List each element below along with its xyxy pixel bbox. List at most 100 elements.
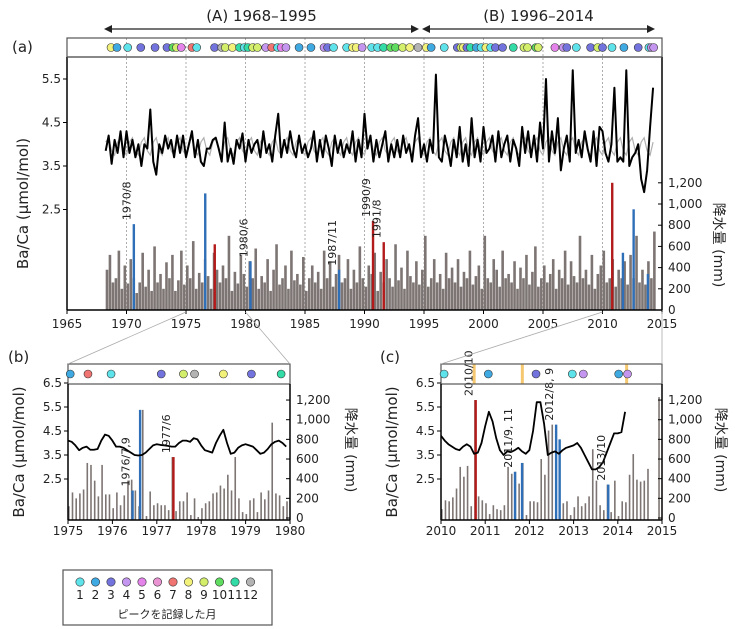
precip-bar — [406, 250, 409, 310]
precip-bar — [456, 259, 460, 310]
precip-bar — [444, 252, 448, 310]
precip-bar — [533, 501, 535, 520]
peak-month-dot — [357, 43, 367, 52]
legend-caption: ピークを記録した月 — [118, 607, 217, 621]
seasonal-fit-line — [105, 136, 654, 157]
peak-annotation: 2011/9, 11 — [502, 408, 515, 468]
precip-bar — [370, 273, 374, 310]
plot-area — [441, 364, 660, 520]
peak-month-dot — [623, 369, 632, 379]
precip-bar — [554, 288, 558, 310]
precip-bar — [242, 273, 246, 310]
panel-b: (b) 1976/7,9 1977/6 1975 1976 1977 1978 1979 198… — [8, 348, 358, 538]
y2-tick-label: 1,200 — [668, 393, 702, 407]
legend-month-label: 10 — [212, 588, 227, 602]
legend-month-dot — [137, 577, 147, 587]
precip-bar — [453, 282, 457, 310]
precip-bar — [426, 286, 430, 310]
precip-bar — [572, 276, 576, 310]
y2-axis-label: 降水量 (mm) — [710, 203, 726, 288]
peak-month-dot — [550, 43, 560, 52]
precip-bar — [86, 462, 89, 520]
precip-bar — [620, 278, 623, 310]
precip-bar — [355, 282, 359, 310]
precip-bar — [75, 498, 77, 520]
peak-month-dot — [391, 43, 400, 52]
highlighted-precip-bar — [213, 244, 216, 310]
precip-bar — [352, 269, 356, 310]
highlighted-precip-bar — [131, 490, 134, 520]
precip-bar — [97, 496, 100, 520]
precip-bar — [603, 510, 605, 520]
precip-bar — [153, 246, 156, 310]
precip-bar — [266, 259, 269, 310]
precip-bar — [219, 485, 222, 520]
precip-bar — [485, 503, 487, 520]
precip-bar — [260, 276, 263, 310]
precip-bar — [623, 261, 626, 310]
precip-bar — [575, 282, 579, 310]
precip-bar — [201, 508, 203, 520]
peak-month-dot — [508, 43, 518, 52]
precip-bar — [519, 267, 522, 310]
peak-month-dot — [247, 369, 256, 379]
precip-bar — [614, 480, 616, 520]
highlighted-precip-bar — [646, 273, 650, 310]
precip-bar — [551, 424, 554, 520]
peak-month-dot — [190, 369, 199, 379]
precip-bar — [528, 284, 531, 310]
precip-bar — [543, 265, 546, 310]
precip-bar — [319, 288, 323, 310]
highlighted-precip-bar — [138, 409, 142, 520]
legend-month-label: 5 — [138, 588, 146, 602]
precip-bar — [488, 514, 491, 520]
precip-bar — [272, 269, 275, 310]
precip-bar — [234, 457, 237, 520]
peak-month-dot — [228, 43, 237, 52]
precip-bar — [628, 474, 631, 520]
precip-bar — [168, 278, 171, 310]
y-axis-label: Ba/Ca (μmol/mol) — [10, 386, 28, 517]
precip-bar — [108, 254, 112, 310]
highlighted-precip-bar — [513, 471, 517, 520]
precip-bar — [129, 259, 133, 310]
peak-month-dot — [306, 43, 316, 52]
y-tick-label: 4.5 — [43, 424, 62, 438]
peak-month-dot — [106, 369, 116, 379]
precip-bar — [438, 273, 442, 310]
highlighted-precip-bar — [132, 224, 136, 310]
precip-bar — [507, 466, 509, 520]
precip-bar — [653, 231, 656, 310]
precip-bar — [120, 288, 124, 310]
precip-bar — [614, 286, 617, 310]
precip-bar — [587, 284, 591, 310]
precip-bar — [632, 454, 635, 520]
precip-bar — [307, 278, 311, 310]
precip-bar — [625, 502, 627, 520]
precip-bar — [159, 273, 162, 310]
y2-tick-label: 400 — [668, 472, 691, 486]
precip-bar — [638, 282, 641, 310]
precip-bar — [286, 501, 288, 520]
precip-bar — [503, 505, 506, 520]
peak-month-dot — [65, 369, 75, 379]
precip-bar — [208, 501, 211, 520]
precip-bar — [164, 505, 166, 520]
x-tick-label: 2000 — [468, 317, 499, 331]
precip-bar — [471, 284, 475, 310]
ba-ca-line — [441, 401, 626, 471]
precip-bar — [245, 514, 248, 520]
precip-bar — [470, 506, 473, 520]
precip-bar — [563, 250, 567, 310]
precip-bar — [162, 288, 165, 310]
legend-month-label: 6 — [154, 588, 162, 602]
precip-bar — [278, 495, 281, 520]
peak-month-dot — [439, 369, 449, 379]
precip-bar — [591, 449, 594, 520]
peak-annotation: 1990/9 — [360, 178, 373, 217]
precip-bar — [459, 466, 462, 520]
plot-area — [68, 409, 288, 520]
peak-month-dot — [398, 43, 407, 52]
precip-bar — [117, 250, 121, 310]
precip-bar — [525, 254, 528, 310]
